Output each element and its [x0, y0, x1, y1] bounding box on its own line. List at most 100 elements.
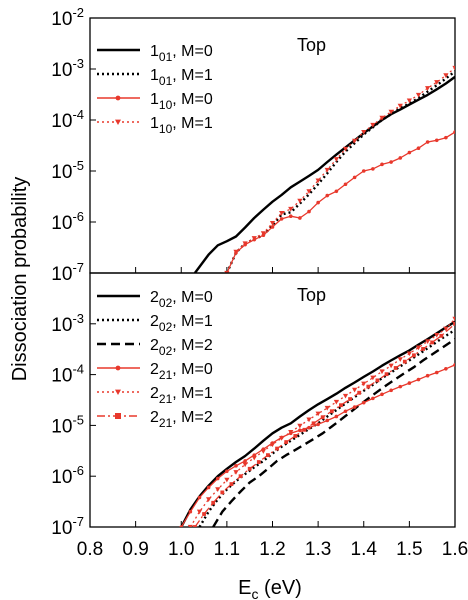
data-point [288, 206, 294, 212]
data-point [320, 415, 325, 420]
legend-item: 202, M=0 [97, 289, 213, 310]
data-point [179, 525, 184, 527]
legend-label-subscript: 02 [159, 296, 173, 310]
legend-label-subscript: 02 [159, 344, 173, 358]
data-point [425, 140, 430, 144]
y-tick-label: 10-2 [51, 5, 84, 30]
legend-item: 110, M=1 [97, 115, 213, 136]
series-101-m0 [193, 75, 455, 273]
data-point [430, 340, 435, 345]
data-point [260, 449, 266, 454]
data-point [243, 459, 247, 463]
data-point [406, 351, 412, 357]
legend-label-subscript: 10 [159, 122, 173, 136]
y-tick-exponent: -2 [72, 5, 84, 20]
data-point [307, 209, 311, 214]
data-point [388, 109, 394, 115]
data-point [333, 157, 339, 162]
data-point [306, 189, 312, 194]
data-point [242, 462, 248, 468]
data-point [425, 86, 431, 91]
y-tick-exponent: -6 [72, 463, 84, 478]
series-110-m1 [224, 65, 455, 273]
x-axis-title-subscript: c [252, 586, 259, 600]
y-tick-exponent: -7 [72, 260, 84, 275]
data-point [115, 119, 121, 125]
data-point [434, 370, 439, 375]
data-point [193, 525, 197, 527]
data-point [234, 464, 238, 468]
series-line [180, 364, 455, 527]
legend-label: 221, M=0 [150, 361, 213, 382]
data-point [352, 138, 358, 144]
data-point [334, 414, 339, 419]
data-point [251, 236, 257, 241]
panel-label-bottom: Top [297, 285, 326, 305]
legend-label-suffix: , M=0 [172, 361, 213, 378]
data-point [452, 65, 455, 71]
data-point [284, 440, 289, 444]
data-point [297, 198, 303, 204]
data-point [357, 390, 362, 395]
legend-label-suffix: , M=1 [172, 313, 213, 330]
series-line [193, 75, 455, 273]
y-tick-base: 10 [51, 213, 72, 234]
series-line [225, 70, 455, 273]
data-point [439, 333, 444, 338]
x-tick-label: 1.1 [214, 539, 240, 560]
data-point [434, 80, 440, 85]
x-tick-label: 0.8 [77, 539, 103, 560]
legend-label: 101, M=0 [150, 43, 213, 64]
data-point [348, 397, 352, 401]
data-point [115, 95, 121, 101]
legend-label-suffix: , M=1 [172, 115, 213, 132]
data-point [279, 436, 285, 441]
plot-area-bottom [179, 316, 455, 527]
data-point [366, 384, 371, 389]
data-point [397, 103, 403, 109]
data-point [416, 377, 421, 382]
series-221-m1 [187, 316, 455, 527]
data-point [229, 482, 234, 486]
y-tick-base: 10 [51, 366, 72, 387]
legend-label: 202, M=0 [150, 289, 213, 310]
data-point [242, 241, 248, 247]
y-tick-exponent: -5 [72, 158, 84, 173]
data-point [215, 487, 221, 492]
data-point [393, 366, 398, 370]
data-point [324, 167, 330, 173]
data-point [398, 384, 403, 389]
data-point [397, 357, 403, 362]
data-point [187, 524, 193, 527]
data-point [266, 453, 270, 458]
data-point [334, 189, 339, 194]
data-point [361, 129, 367, 135]
legend-label-subscript: 21 [159, 368, 173, 382]
data-point [389, 160, 393, 164]
data-point [434, 332, 440, 338]
series-221-m0 [179, 363, 455, 527]
data-point [444, 135, 448, 140]
data-point [361, 400, 366, 405]
data-point [342, 393, 349, 399]
y-tick-label: 10-6 [51, 209, 84, 234]
y-tick-base: 10 [51, 315, 72, 336]
data-point [220, 490, 225, 495]
data-point [238, 474, 243, 479]
data-point [380, 392, 384, 397]
legend-label-suffix: , M=0 [172, 289, 213, 306]
panel-bottom: 10-310-410-510-610-70.8 0.9 1.0 1.1 1.2 1.3 1.… [51, 272, 468, 560]
data-point [115, 365, 121, 371]
data-point [233, 249, 239, 255]
y-tick-exponent: -6 [72, 209, 84, 224]
data-point [269, 442, 276, 448]
y-tick-label: 10-4 [51, 107, 84, 132]
y-tick-exponent: -7 [72, 514, 84, 529]
data-point [453, 321, 455, 326]
y-tick-base: 10 [51, 162, 72, 183]
x-tick-label: 0.9 [122, 539, 148, 560]
data-point [279, 210, 285, 216]
series-202-m1 [198, 328, 455, 527]
